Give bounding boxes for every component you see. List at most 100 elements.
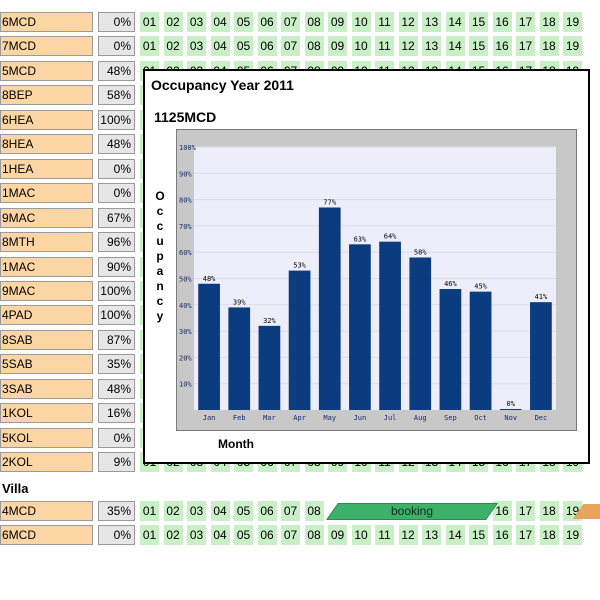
- day-cell[interactable]: 10: [351, 525, 373, 545]
- day-cell[interactable]: 13: [422, 525, 443, 545]
- day-cell[interactable]: 07: [281, 501, 302, 521]
- day-cell[interactable]: 14: [445, 12, 467, 32]
- y-axis-label-letter: n: [156, 279, 164, 293]
- room-code[interactable]: 8SAB: [0, 329, 93, 350]
- room-code[interactable]: 1MAC: [0, 256, 93, 277]
- room-code[interactable]: 5KOL: [0, 427, 93, 448]
- day-cell[interactable]: 03: [187, 36, 208, 57]
- y-axis-label-letter: a: [156, 264, 164, 278]
- day-cell[interactable]: 14: [445, 525, 467, 545]
- day-cell[interactable]: 09: [328, 525, 349, 545]
- day-cell[interactable]: 16: [492, 36, 514, 57]
- day-cell[interactable]: 04: [210, 525, 232, 545]
- day-cell[interactable]: 17: [516, 12, 537, 32]
- day-cell[interactable]: 02: [163, 36, 185, 57]
- day-cell[interactable]: 05: [234, 525, 255, 545]
- day-cell[interactable]: 08: [304, 12, 326, 32]
- day-cell[interactable]: 03: [187, 501, 208, 521]
- occupancy-percent: 48%: [98, 60, 135, 81]
- day-cell[interactable]: 07: [281, 525, 302, 545]
- day-cell[interactable]: 15: [469, 12, 490, 32]
- day-cell[interactable]: 11: [375, 525, 396, 545]
- day-cell[interactable]: 15: [469, 525, 490, 545]
- day-cell[interactable]: 01: [140, 501, 161, 521]
- day-cell[interactable]: 02: [163, 501, 185, 521]
- y-tick-label: 10%: [179, 381, 192, 389]
- day-cell[interactable]: 02: [163, 12, 185, 32]
- room-code[interactable]: 3SAB: [0, 378, 93, 399]
- day-cell[interactable]: 08: [304, 501, 326, 521]
- day-cell[interactable]: 06: [257, 501, 279, 521]
- room-code[interactable]: 2KOL: [0, 452, 93, 473]
- x-tick-label: Mar: [263, 414, 276, 422]
- day-cell[interactable]: 09: [328, 12, 349, 32]
- room-code[interactable]: 9MAC: [0, 280, 93, 301]
- day-cell[interactable]: 16: [492, 525, 514, 545]
- room-code[interactable]: 6HEA: [0, 109, 93, 130]
- day-cell[interactable]: 04: [210, 501, 232, 521]
- room-code[interactable]: 7MCD: [0, 36, 93, 57]
- day-cell[interactable]: 01: [140, 36, 161, 57]
- day-cell[interactable]: 11: [375, 36, 396, 57]
- day-cell[interactable]: 18: [539, 12, 561, 32]
- day-cell[interactable]: 17: [516, 501, 537, 521]
- day-cell[interactable]: 06: [257, 36, 279, 57]
- room-code[interactable]: 9MAC: [0, 207, 93, 228]
- day-cell[interactable]: 12: [398, 525, 420, 545]
- room-code[interactable]: 4MCD: [0, 501, 93, 521]
- day-cell[interactable]: 06: [257, 525, 279, 545]
- y-axis-label-letter: c: [156, 294, 164, 308]
- day-cell[interactable]: 19: [563, 36, 584, 57]
- day-cell[interactable]: 05: [234, 12, 255, 32]
- day-cell[interactable]: 10: [351, 36, 373, 57]
- day-cell[interactable]: 03: [187, 525, 208, 545]
- day-cell[interactable]: 13: [422, 36, 443, 57]
- day-cell[interactable]: 16: [492, 12, 514, 32]
- day-cell[interactable]: 07: [281, 12, 302, 32]
- day-cell[interactable]: 19: [563, 525, 584, 545]
- room-code[interactable]: 8HEA: [0, 134, 93, 155]
- bar-value-label: 77%: [323, 198, 336, 206]
- room-code[interactable]: 1MAC: [0, 183, 93, 204]
- x-tick-label: Feb: [233, 414, 246, 422]
- day-cell[interactable]: 07: [281, 36, 302, 57]
- room-code[interactable]: 1HEA: [0, 158, 93, 179]
- day-cell[interactable]: 06: [257, 12, 279, 32]
- occupancy-percent: 0%: [98, 525, 135, 545]
- y-tick-label: 40%: [179, 302, 192, 310]
- day-cell[interactable]: 05: [234, 36, 255, 57]
- room-code[interactable]: 8MTH: [0, 232, 93, 253]
- day-cell[interactable]: 15: [469, 36, 490, 57]
- room-code[interactable]: 6MCD: [0, 525, 93, 545]
- day-cell[interactable]: 12: [398, 12, 420, 32]
- day-cell[interactable]: 01: [140, 12, 161, 32]
- day-cell[interactable]: 14: [445, 36, 467, 57]
- room-code[interactable]: 8BEP: [0, 85, 93, 106]
- day-cell[interactable]: 04: [210, 12, 232, 32]
- day-cell[interactable]: 18: [539, 501, 561, 521]
- day-cell[interactable]: 09: [328, 36, 349, 57]
- day-cell[interactable]: 03: [187, 12, 208, 32]
- day-cell[interactable]: 18: [539, 36, 561, 57]
- day-cell[interactable]: 17: [516, 525, 537, 545]
- day-cell[interactable]: 11: [375, 12, 396, 32]
- day-cell[interactable]: 13: [422, 12, 443, 32]
- day-cell[interactable]: 04: [210, 36, 232, 57]
- day-cell[interactable]: 17: [516, 36, 537, 57]
- day-cell[interactable]: 02: [163, 525, 185, 545]
- room-code[interactable]: 5MCD: [0, 60, 93, 81]
- day-cell[interactable]: 12: [398, 36, 420, 57]
- day-cell[interactable]: 08: [304, 525, 326, 545]
- room-code[interactable]: 1KOL: [0, 403, 93, 424]
- day-cell[interactable]: 08: [304, 36, 326, 57]
- room-code[interactable]: 6MCD: [0, 12, 93, 32]
- day-cell[interactable]: 10: [351, 12, 373, 32]
- day-cell[interactable]: 19: [563, 12, 584, 32]
- day-cell[interactable]: 05: [234, 501, 255, 521]
- room-code[interactable]: 4PAD: [0, 305, 93, 326]
- day-cell[interactable]: 16: [492, 501, 514, 521]
- room-code[interactable]: 5SAB: [0, 354, 93, 375]
- day-cell[interactable]: 18: [539, 525, 561, 545]
- day-cell[interactable]: 01: [140, 525, 161, 545]
